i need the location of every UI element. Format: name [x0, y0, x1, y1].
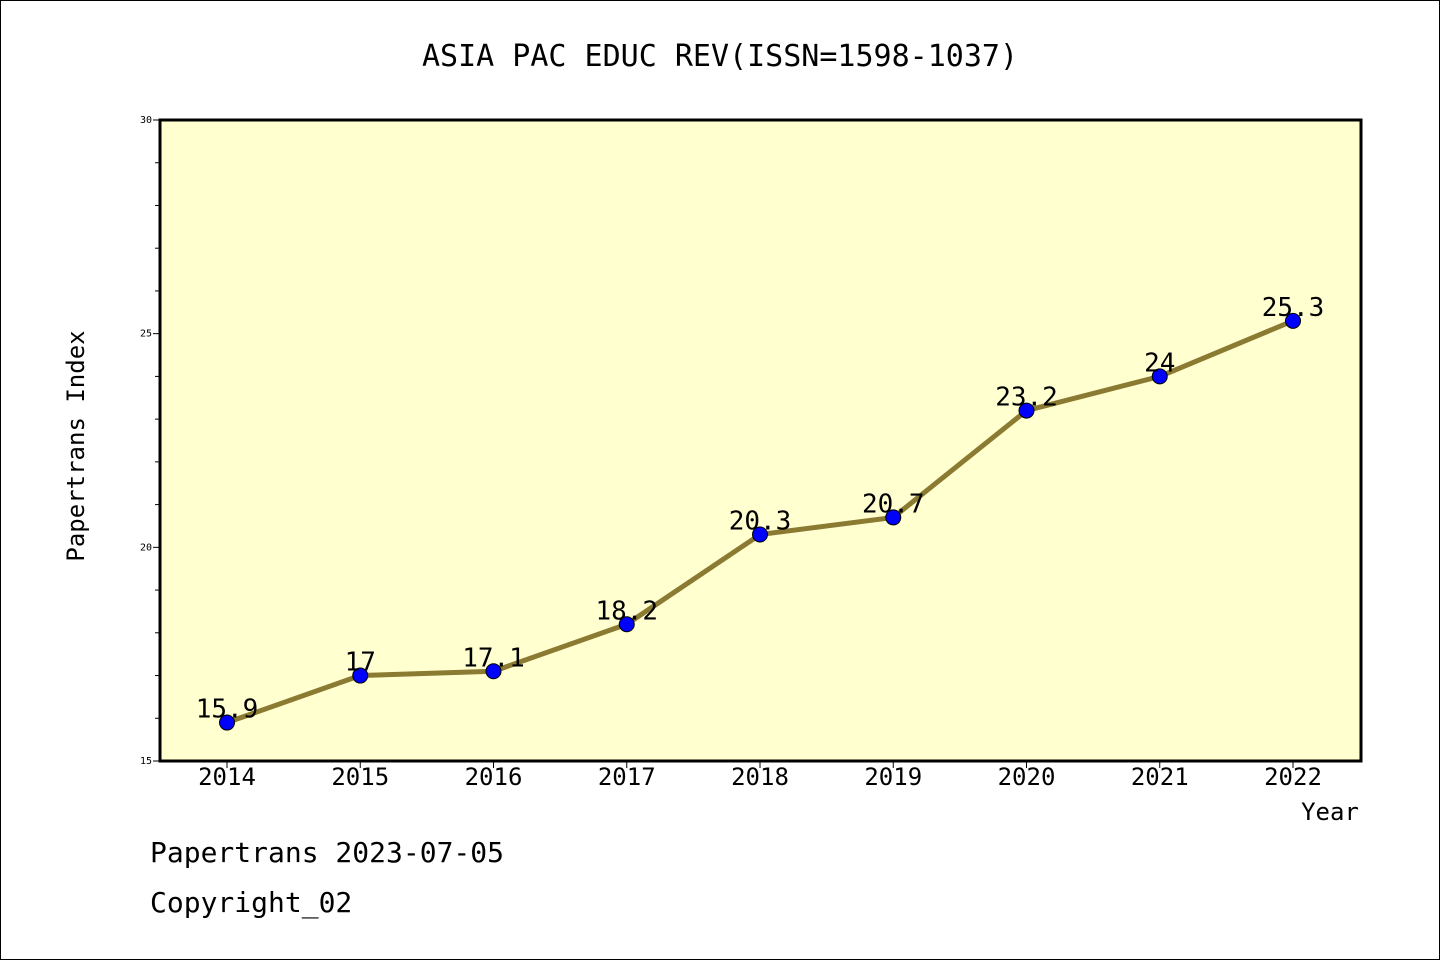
- y-tick-label: 15: [140, 756, 152, 767]
- data-point: [485, 663, 502, 680]
- x-tick-label: 2018: [731, 763, 789, 791]
- data-point: [219, 714, 235, 731]
- data-point: [1285, 312, 1301, 329]
- chart-title: ASIA PAC EDUC REV(ISSN=1598-1037): [422, 39, 1018, 74]
- x-tick-label: 2014: [198, 763, 256, 791]
- footer-source-line: Papertrans 2023-07-05: [150, 836, 505, 869]
- x-tick-label: 2017: [598, 763, 656, 791]
- y-axis: 15 20 25 30: [140, 115, 160, 767]
- y-axis-label: Papertrans Index: [62, 330, 90, 561]
- x-tick-label: 2019: [864, 763, 922, 791]
- x-axis: 2014 2015 2016 2017 2018 2019 2020 2021 2022: [198, 761, 1322, 791]
- data-point: [1018, 402, 1035, 419]
- data-point: [352, 667, 369, 684]
- x-tick-label: 2022: [1264, 763, 1322, 791]
- data-label: 20.7: [862, 489, 925, 519]
- data-label: 18.2: [595, 596, 658, 626]
- x-tick-label: 2016: [465, 763, 523, 791]
- x-tick-label: 2015: [331, 763, 389, 791]
- data-point: [618, 616, 635, 633]
- data-label: 25.3: [1262, 293, 1325, 323]
- data-markers: [219, 312, 1301, 731]
- y-tick-label: 20: [140, 542, 152, 553]
- x-tick-label: 2021: [1131, 763, 1189, 791]
- data-label: 24: [1144, 348, 1175, 378]
- x-tick-label: 2020: [998, 763, 1056, 791]
- y-tick-label: 30: [140, 115, 152, 126]
- data-label: 17.1: [462, 643, 525, 673]
- x-axis-label: Year: [1301, 798, 1359, 826]
- data-label: 17: [345, 648, 376, 678]
- plot-area: [158, 118, 1363, 763]
- data-label: 15.9: [196, 695, 259, 725]
- data-label: 20.3: [729, 507, 792, 537]
- data-label: 23.2: [995, 383, 1058, 413]
- data-point: [885, 509, 902, 526]
- y-tick-label: 25: [140, 329, 152, 340]
- data-labels: 15.9 17 17.1 18.2 20.3 20.7 23.2 24 25.3: [196, 293, 1325, 725]
- footer-copyright-line: Copyright_02: [150, 886, 353, 919]
- data-point: [1151, 368, 1168, 385]
- data-point: [752, 526, 768, 543]
